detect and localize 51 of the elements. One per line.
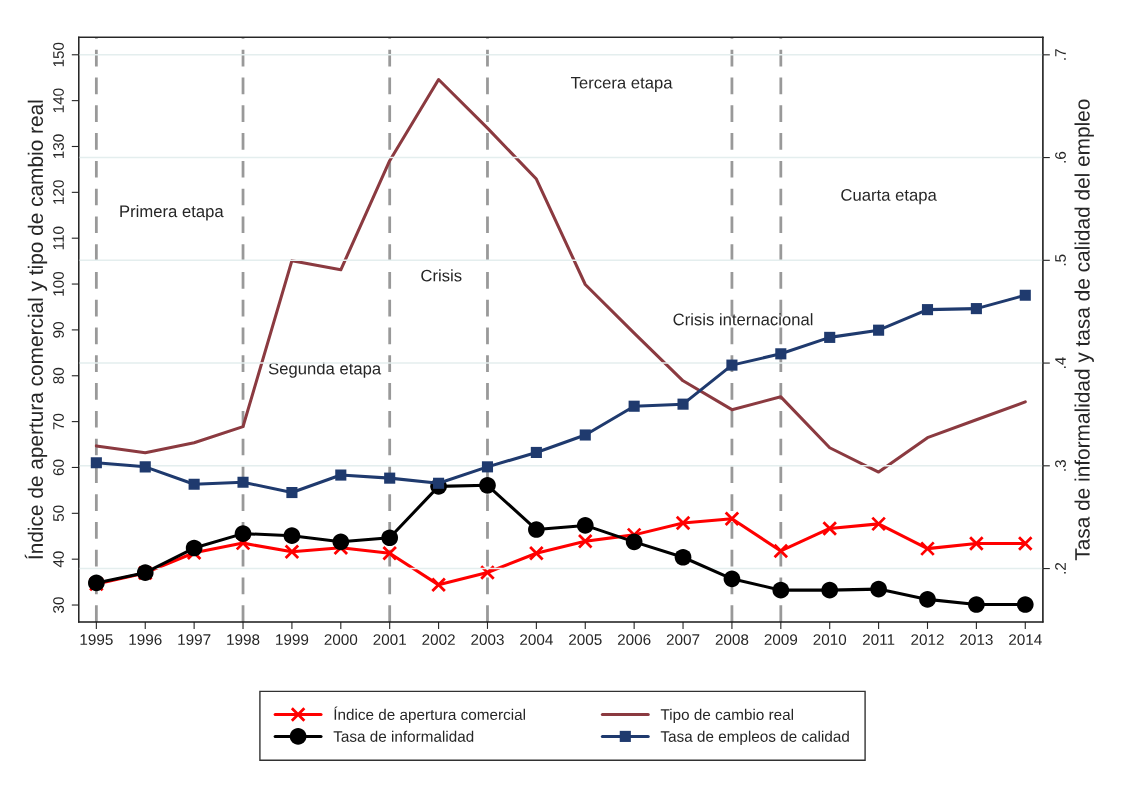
y-tick-label: 100 xyxy=(53,271,64,296)
y-tick-label: 80 xyxy=(53,367,64,384)
x-tick-label: 2008 xyxy=(715,634,749,646)
y2-tick-label: .2 xyxy=(1055,562,1066,574)
y-tick-label: 150 xyxy=(53,42,64,67)
y-tick-label: 30 xyxy=(53,597,64,613)
legend-label: Tipo de cambio real xyxy=(660,708,794,724)
y-axis-title: Índice de apertura comercial y tipo de cambio real xyxy=(24,100,48,559)
x-tick-label: 1997 xyxy=(178,634,211,646)
x-tick-label: 2005 xyxy=(569,634,602,646)
x-tick-label: 1995 xyxy=(80,634,113,646)
x-tick-label: 2002 xyxy=(422,634,455,646)
y-tick-label: 70 xyxy=(53,413,64,430)
x-tick-label: 2009 xyxy=(764,634,798,646)
x-tick-label: 2004 xyxy=(520,634,553,646)
x-tick-label: 2006 xyxy=(617,634,651,646)
annotation: Primera etapa xyxy=(120,204,224,221)
y2-tick-label: .6 xyxy=(1055,151,1066,163)
annotation: Crisis xyxy=(421,269,462,282)
x-tick-label: 2007 xyxy=(666,634,700,646)
y-tick-label: 130 xyxy=(53,134,64,159)
x-tick-label: 2012 xyxy=(911,634,944,646)
x-tick-label: 1998 xyxy=(227,634,260,646)
legend-label: Índice de apertura comercial xyxy=(334,706,525,724)
x-tick-label: 2001 xyxy=(373,634,406,646)
legend-label: Tasa de empleos de calidad xyxy=(660,730,849,745)
annotation: Segunda etapa xyxy=(268,362,382,378)
y-tick-label: 40 xyxy=(53,551,64,568)
x-tick-label: 1999 xyxy=(276,634,309,646)
annotation: Tercera etapa xyxy=(570,76,673,92)
x-tick-label: 1996 xyxy=(129,634,162,646)
y-tick-label: 90 xyxy=(53,322,64,338)
annotation: Crisis internacional xyxy=(673,313,813,326)
y-tick-label: 50 xyxy=(53,505,64,522)
y-tick-label: 110 xyxy=(53,226,64,250)
y-tick-label: 60 xyxy=(53,459,64,476)
legend-label: Tasa de informalidad xyxy=(333,730,474,742)
y2-tick-label: .7 xyxy=(1055,49,1066,60)
y2-tick-label: .3 xyxy=(1055,460,1066,471)
y2-tick-label: .5 xyxy=(1055,254,1066,266)
x-tick-label: 2013 xyxy=(960,634,993,646)
y-tick-label: 140 xyxy=(53,88,64,113)
x-tick-label: 2010 xyxy=(813,634,847,646)
y2-axis-title: Tasa de informalidad y tasa de calidad del empleo xyxy=(1074,99,1094,561)
y-tick-label: 120 xyxy=(53,180,64,204)
x-tick-label: 2003 xyxy=(471,634,504,646)
x-tick-label: 2014 xyxy=(1009,634,1042,646)
x-tick-label: 2011 xyxy=(862,634,895,646)
x-tick-label: 2000 xyxy=(324,634,358,646)
y2-tick-label: .4 xyxy=(1055,357,1066,369)
annotation: Cuarta etapa xyxy=(841,189,937,205)
